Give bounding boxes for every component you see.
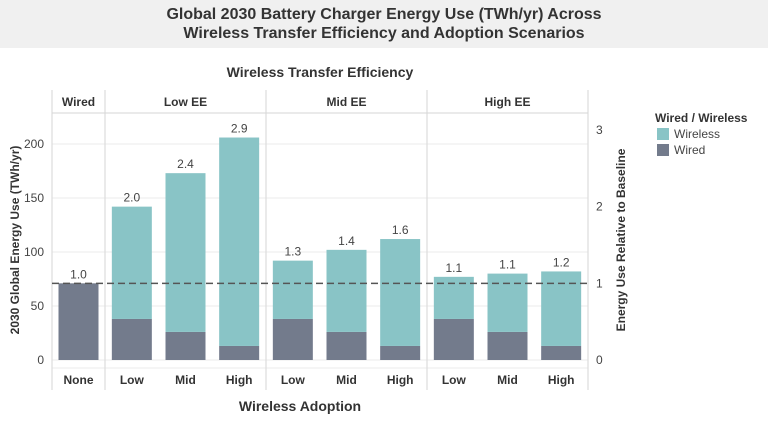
bar-wireless [165,173,206,332]
data-label: 2.9 [231,122,248,136]
x-tick-label: None [64,373,94,387]
y-tick-label: 0 [37,353,44,367]
x-tick-label: Low [120,373,145,387]
data-label: 2.0 [123,191,140,205]
bar-wired [541,345,582,360]
y-tick-label: 50 [31,299,45,313]
x-tick-label: Mid [175,373,196,387]
legend-swatch [657,128,669,140]
chart-title-line-2: Wireless Transfer Efficiency and Adoptio… [183,25,585,42]
y-tick-label: 200 [24,137,44,151]
facet-title: Wireless Transfer Efficiency [227,64,414,80]
title-band: Global 2030 Battery Charger Energy Use (… [0,0,768,48]
x-tick-label: Mid [497,373,518,387]
y-tick-label: 150 [24,191,44,205]
y-right-axis-title: Energy Use Relative to Baseline [614,148,628,331]
y-right-tick-label: 2 [596,200,603,214]
bar-wireless [326,249,367,332]
data-label: 1.3 [284,245,301,259]
data-label: 1.4 [338,234,355,248]
bar-wired [272,318,313,360]
data-label: 2.4 [177,157,194,171]
bar-wired [58,283,99,360]
y-right-tick-label: 3 [596,123,603,137]
facet-label: Mid EE [326,95,366,109]
facet-label: Wired [62,95,95,109]
bar-wireless [380,239,421,346]
y-axis-title: 2030 Global Energy Use (TWh/yr) [8,146,22,335]
data-label: 1.2 [553,255,570,269]
legend-title: Wired / Wireless [655,111,748,125]
bar-wireless [272,260,313,319]
bar-wired [219,345,260,360]
x-axis-title: Wireless Adoption [239,398,361,414]
bar-wireless [487,273,528,332]
facet-label: Low EE [164,95,207,109]
x-tick-label: Low [442,373,467,387]
legend-item: Wired [674,143,705,157]
data-label: 1.6 [392,223,409,237]
x-tick-label: Low [281,373,306,387]
bar-wired [326,331,367,360]
chart-title-line-1: Global 2030 Battery Charger Energy Use (… [166,6,602,23]
bar-wired [111,318,152,360]
data-label: 1.1 [499,258,516,272]
data-label: 1.0 [70,267,87,281]
x-tick-label: High [548,373,575,387]
y-tick-label: 100 [24,245,44,259]
legend-swatch [657,144,669,156]
bar-wireless [111,206,152,319]
data-label: 1.1 [445,261,462,275]
x-tick-label: High [226,373,253,387]
y-right-tick-label: 0 [596,353,603,367]
bar-wireless [219,137,260,346]
bar-wired [380,345,421,360]
bar-wired [487,331,528,360]
bar-wired [165,331,206,360]
x-tick-label: High [387,373,414,387]
bar-wired [433,318,474,360]
legend-item: Wireless [674,127,720,141]
facet-label: High EE [484,95,530,109]
x-tick-label: Mid [336,373,357,387]
y-right-tick-label: 1 [596,276,603,290]
